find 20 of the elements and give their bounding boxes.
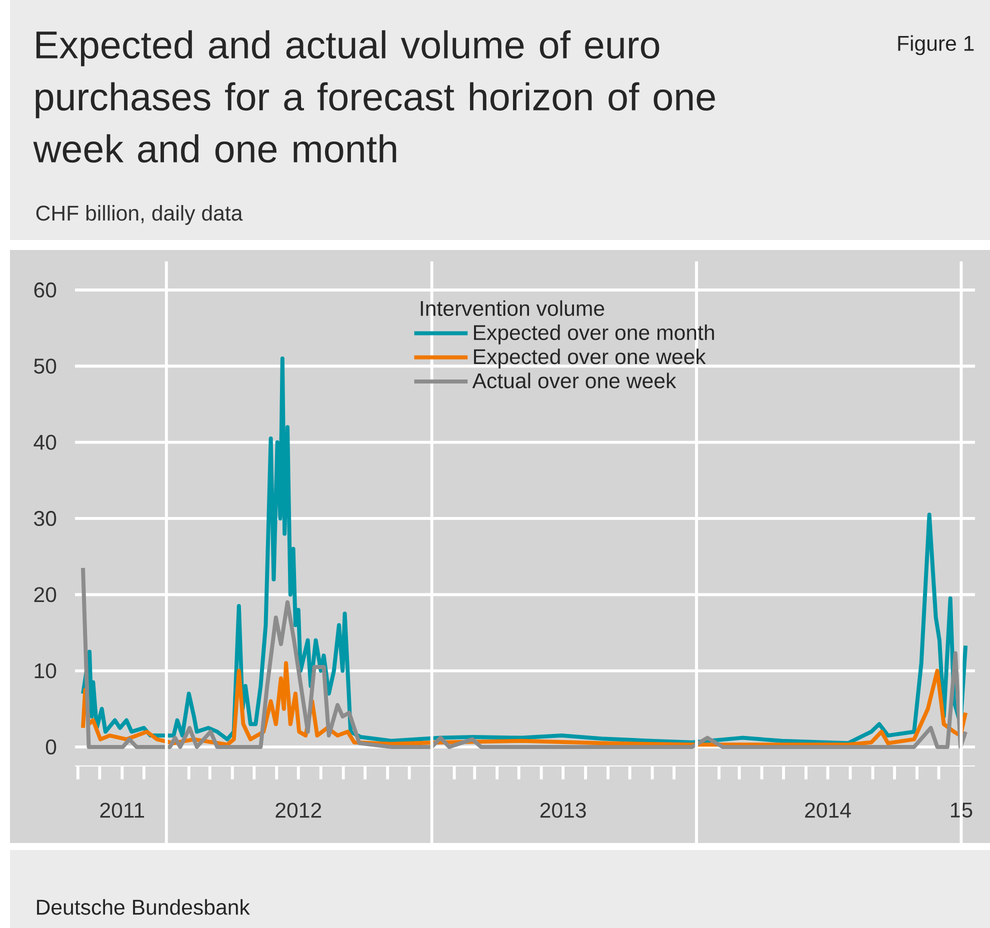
text: Deutsche Bundesbank <box>37 899 250 915</box>
y-tick-label: 50 <box>34 358 56 374</box>
legend-label: Expected over one week <box>474 348 706 368</box>
x-tick-label: 2012 <box>276 802 322 818</box>
chart-subtitle: CHF billion, daily data <box>36 205 243 225</box>
legend-title: Intervention volume <box>420 300 604 316</box>
legend-label: Actual over one week <box>472 372 676 388</box>
legend-label: Expected over one month <box>474 324 714 344</box>
y-tick-label: 20 <box>34 587 56 602</box>
y-tick-label: 40 <box>34 434 56 450</box>
y-tick-label: 30 <box>34 510 56 526</box>
y-tick-label: 10 <box>34 663 56 678</box>
x-tick-label: 2014 <box>805 802 851 818</box>
y-tick-label: 60 <box>34 282 56 298</box>
caption: Figure 1 <box>898 35 974 56</box>
x-tick-label: 2011 <box>100 802 144 818</box>
x-tick-label: 2013 <box>540 802 586 818</box>
y-tick-label: 0 <box>46 739 56 754</box>
chart-title: Expected and actual volume of euro purchases for a forecast horizon of one week and one month <box>33 30 715 163</box>
x-tick-label: 15 <box>950 802 972 818</box>
